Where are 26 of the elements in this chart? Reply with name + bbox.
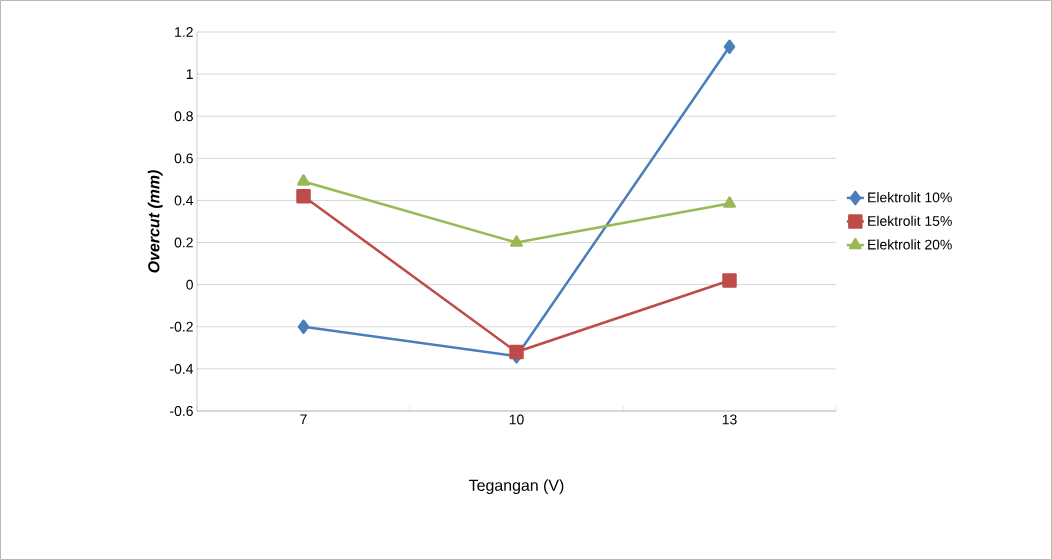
point xyxy=(297,174,310,186)
y-tick-label: 1 xyxy=(186,69,193,79)
y-tick-label: 0.8 xyxy=(174,111,193,122)
y-tick-label: 0.6 xyxy=(174,153,193,164)
point xyxy=(723,39,736,54)
y-tick-label: -0.4 xyxy=(170,363,194,374)
y-tick-label: -0.6 xyxy=(170,406,193,416)
point xyxy=(510,235,523,247)
x-tick-label: 13 xyxy=(722,414,737,425)
y-axis-title: Overcut (mm) xyxy=(147,170,163,273)
y-tick-label: 0 xyxy=(186,279,193,290)
point xyxy=(723,196,736,208)
legend-label: Elektrolit 10% xyxy=(868,192,952,203)
x-axis-title: Tegangan (V) xyxy=(469,479,564,495)
y-tick-label: 0.2 xyxy=(174,237,193,248)
legend-label: Elektrolit 15% xyxy=(868,215,952,226)
y-tick-label: -0.2 xyxy=(170,321,193,332)
point xyxy=(297,319,310,335)
point xyxy=(509,344,524,360)
point xyxy=(722,273,737,288)
legend-label: Elektrolit 20% xyxy=(868,239,952,250)
y-tick-label: 1.2 xyxy=(175,27,193,37)
point xyxy=(296,188,311,204)
x-tick-label: 10 xyxy=(509,414,524,425)
y-tick-label: 0.4 xyxy=(174,195,194,206)
x-tick-label: 7 xyxy=(300,414,307,425)
